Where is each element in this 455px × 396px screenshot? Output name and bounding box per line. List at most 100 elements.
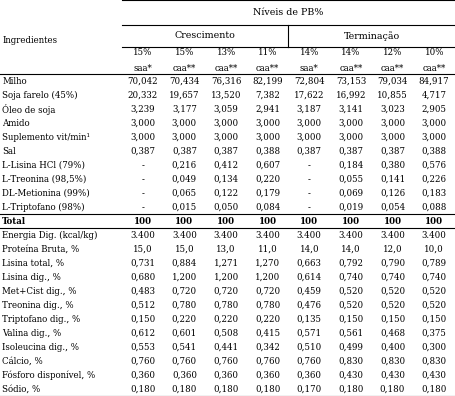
Text: 0,430: 0,430 — [339, 371, 364, 379]
Text: 1,271: 1,271 — [213, 259, 238, 268]
Text: 0,441: 0,441 — [213, 343, 238, 352]
Text: 0,050: 0,050 — [213, 203, 238, 212]
Text: 15%: 15% — [175, 48, 194, 57]
Text: 3,000: 3,000 — [172, 119, 197, 128]
Text: 0,760: 0,760 — [213, 356, 238, 366]
Text: 3,023: 3,023 — [380, 105, 405, 114]
Text: 1,270: 1,270 — [255, 259, 280, 268]
Text: 0,380: 0,380 — [380, 161, 405, 170]
Text: caa**: caa** — [339, 64, 363, 73]
Text: 11%: 11% — [258, 48, 278, 57]
Text: 0,400: 0,400 — [380, 343, 405, 352]
Text: 0,830: 0,830 — [380, 356, 405, 366]
Text: 0,430: 0,430 — [380, 371, 405, 379]
Text: 3,000: 3,000 — [422, 133, 447, 142]
Text: 3.400: 3.400 — [297, 231, 322, 240]
Text: 0,520: 0,520 — [380, 287, 405, 296]
Text: 0,180: 0,180 — [172, 385, 197, 394]
Text: 0,135: 0,135 — [297, 314, 322, 324]
Text: Níveis de PB%: Níveis de PB% — [253, 8, 324, 17]
Text: 79,034: 79,034 — [377, 77, 408, 86]
Text: 11,0: 11,0 — [258, 245, 278, 254]
Text: 14%: 14% — [299, 48, 319, 57]
Text: 100: 100 — [425, 217, 443, 226]
Text: 14,0: 14,0 — [341, 245, 361, 254]
Text: 0,220: 0,220 — [213, 314, 238, 324]
Text: 3,000: 3,000 — [130, 133, 155, 142]
Text: 13%: 13% — [217, 48, 236, 57]
Text: 0,780: 0,780 — [213, 301, 238, 310]
Text: 3,000: 3,000 — [130, 119, 155, 128]
Text: 84,917: 84,917 — [419, 77, 450, 86]
Text: caa**: caa** — [173, 64, 196, 73]
Text: 0,760: 0,760 — [172, 356, 197, 366]
Text: 3.400: 3.400 — [339, 231, 364, 240]
Text: Met+Cist dig., %: Met+Cist dig., % — [2, 287, 77, 296]
Text: 3,000: 3,000 — [339, 133, 364, 142]
Text: 0,663: 0,663 — [297, 259, 322, 268]
Text: 0,180: 0,180 — [255, 385, 280, 394]
Text: 0,220: 0,220 — [255, 314, 280, 324]
Text: 0,512: 0,512 — [130, 301, 155, 310]
Text: 3,059: 3,059 — [213, 105, 238, 114]
Text: 0,220: 0,220 — [172, 314, 197, 324]
Text: 76,316: 76,316 — [211, 77, 241, 86]
Text: 14%: 14% — [341, 48, 361, 57]
Text: 0,360: 0,360 — [255, 371, 280, 379]
Text: Soja farelo (45%): Soja farelo (45%) — [2, 91, 78, 100]
Text: 0,150: 0,150 — [130, 314, 155, 324]
Text: 0,720: 0,720 — [172, 287, 197, 296]
Text: 4,717: 4,717 — [422, 91, 447, 100]
Text: 12,0: 12,0 — [383, 245, 402, 254]
Text: Terminação: Terminação — [344, 31, 400, 40]
Text: 10,855: 10,855 — [377, 91, 408, 100]
Text: -: - — [308, 175, 311, 184]
Text: 72,804: 72,804 — [294, 77, 324, 86]
Text: Treonina dig., %: Treonina dig., % — [2, 301, 74, 310]
Text: 0,300: 0,300 — [422, 343, 447, 352]
Text: 0,553: 0,553 — [130, 343, 155, 352]
Text: 0,360: 0,360 — [130, 371, 155, 379]
Text: 1,200: 1,200 — [172, 273, 197, 282]
Text: 73,153: 73,153 — [336, 77, 366, 86]
Text: 100: 100 — [258, 217, 277, 226]
Text: 0,884: 0,884 — [172, 259, 197, 268]
Text: 3.400: 3.400 — [422, 231, 447, 240]
Text: Energia Dig. (kcal/kg): Energia Dig. (kcal/kg) — [2, 230, 98, 240]
Text: Sal: Sal — [2, 147, 16, 156]
Text: 1,200: 1,200 — [213, 273, 238, 282]
Text: 0,170: 0,170 — [297, 385, 322, 394]
Text: 0,520: 0,520 — [339, 301, 364, 310]
Text: Fósforo disponível, %: Fósforo disponível, % — [2, 370, 96, 380]
Text: 0,792: 0,792 — [339, 259, 364, 268]
Text: Ingredientes: Ingredientes — [2, 36, 57, 46]
Text: -: - — [142, 189, 144, 198]
Text: 3,000: 3,000 — [380, 119, 405, 128]
Text: L-Triptofano (98%): L-Triptofano (98%) — [2, 203, 85, 212]
Text: 0,360: 0,360 — [172, 371, 197, 379]
Text: 0,720: 0,720 — [255, 287, 280, 296]
Text: 3,000: 3,000 — [297, 119, 322, 128]
Text: Valina dig., %: Valina dig., % — [2, 329, 61, 337]
Text: 0,360: 0,360 — [213, 371, 238, 379]
Text: 0,342: 0,342 — [255, 343, 280, 352]
Text: Óleo de soja: Óleo de soja — [2, 104, 56, 115]
Text: 0,430: 0,430 — [422, 371, 447, 379]
Text: 0,520: 0,520 — [339, 287, 364, 296]
Text: 0,387: 0,387 — [213, 147, 238, 156]
Text: 0,483: 0,483 — [130, 287, 155, 296]
Text: Triptofano dig., %: Triptofano dig., % — [2, 314, 81, 324]
Text: Lisina total, %: Lisina total, % — [2, 259, 65, 268]
Text: 0,387: 0,387 — [339, 147, 364, 156]
Text: 0,415: 0,415 — [255, 329, 280, 337]
Text: 0,387: 0,387 — [172, 147, 197, 156]
Text: 100: 100 — [300, 217, 318, 226]
Text: 0,180: 0,180 — [130, 385, 156, 394]
Text: 3,000: 3,000 — [255, 133, 280, 142]
Text: 0,830: 0,830 — [339, 356, 364, 366]
Text: 3,000: 3,000 — [297, 133, 322, 142]
Text: Sódio, %: Sódio, % — [2, 385, 40, 394]
Text: 12%: 12% — [383, 48, 402, 57]
Text: 15%: 15% — [133, 48, 152, 57]
Text: 0,499: 0,499 — [339, 343, 364, 352]
